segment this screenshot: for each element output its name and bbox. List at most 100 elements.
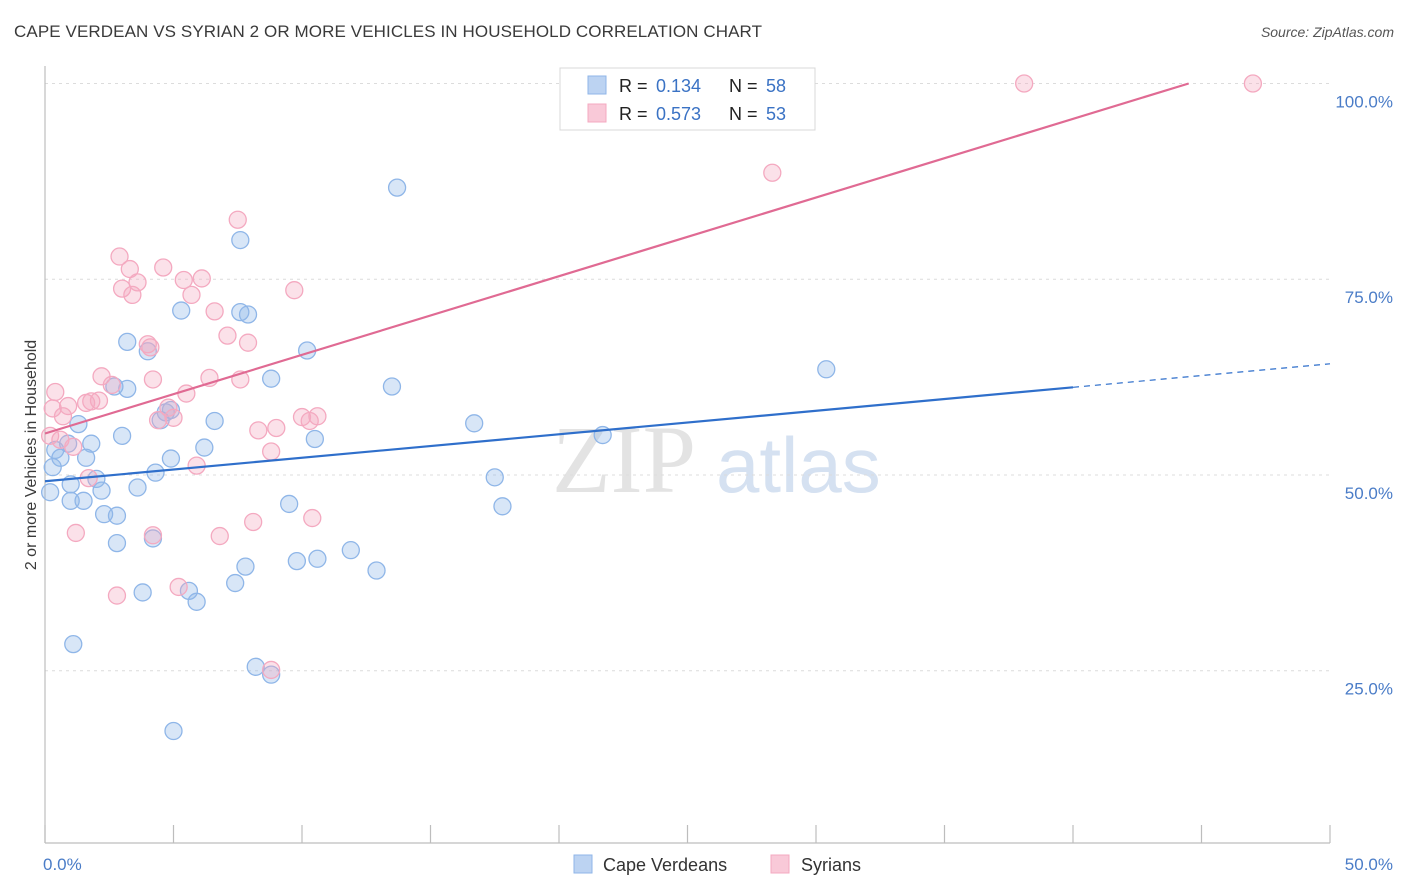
cape-verdean-point bbox=[279, 494, 299, 514]
legend-swatch-pink bbox=[587, 103, 607, 123]
chart-title: CAPE VERDEAN VS SYRIAN 2 OR MORE VEHICLE… bbox=[14, 22, 763, 41]
series-swatch-cape-verdeans bbox=[573, 854, 593, 874]
syrian-point bbox=[58, 396, 78, 416]
cape-verdean-point bbox=[195, 438, 214, 457]
series-label-syrians: Syrians bbox=[801, 855, 861, 875]
x-tick-max: 50.0% bbox=[1345, 855, 1393, 874]
cape-verdean-point bbox=[382, 377, 402, 396]
y-tick-label: 100.0% bbox=[1335, 92, 1393, 111]
syrian-point bbox=[143, 526, 163, 545]
cape-verdean-point bbox=[172, 301, 191, 320]
syrian-trendline bbox=[44, 82, 1189, 435]
y-tick-label: 25.0% bbox=[1345, 680, 1393, 699]
syrian-point bbox=[110, 247, 129, 266]
cape-verdean-point bbox=[118, 379, 137, 399]
legend-r-label-blue: R = bbox=[619, 76, 648, 96]
cape-verdean-point bbox=[40, 483, 60, 502]
cape-verdean-point bbox=[76, 448, 96, 467]
cape-verdean-point bbox=[187, 592, 206, 611]
cape-verdean-point bbox=[236, 557, 255, 576]
cape-verdean-point bbox=[308, 549, 327, 568]
series-label-cape-verdeans: Cape Verdeans bbox=[603, 855, 727, 875]
syrian-point bbox=[238, 333, 258, 352]
cape-verdean-point bbox=[367, 561, 386, 580]
syrian-point bbox=[210, 526, 229, 546]
cape-verdean-point bbox=[82, 434, 101, 453]
cape-verdean-point bbox=[287, 551, 307, 571]
cape-verdean-point bbox=[64, 634, 83, 654]
legend-r-label-pink: R = bbox=[619, 104, 648, 124]
syrian-point bbox=[262, 442, 281, 461]
syrians-points bbox=[40, 74, 1263, 680]
cape-verdean-point bbox=[262, 369, 281, 388]
cape-verdean-point bbox=[161, 449, 181, 468]
cape-verdean-point bbox=[238, 305, 258, 324]
syrian-point bbox=[82, 392, 101, 411]
cape-verdean-point bbox=[92, 481, 111, 500]
syrian-point bbox=[182, 285, 201, 305]
watermark-zip: ZIP bbox=[552, 406, 696, 513]
syrian-point bbox=[303, 508, 322, 528]
syrian-point bbox=[89, 391, 109, 410]
syrian-point bbox=[1015, 74, 1034, 93]
syrian-point bbox=[141, 338, 160, 357]
syrian-point bbox=[107, 586, 127, 605]
syrian-point bbox=[187, 456, 206, 475]
y-axis-label: 2 or more Vehicles in Household bbox=[23, 340, 40, 570]
cape-verdean-point bbox=[133, 583, 152, 602]
legend-swatch-blue bbox=[587, 75, 607, 95]
cape-verdean-point bbox=[43, 458, 62, 477]
cape-verdean-point bbox=[387, 178, 407, 197]
syrian-point bbox=[53, 407, 73, 426]
legend-n-value-pink: 53 bbox=[766, 104, 786, 124]
syrian-point bbox=[205, 302, 224, 321]
syrian-point bbox=[66, 523, 85, 543]
x-tick-min: 0.0% bbox=[43, 855, 82, 874]
syrian-point bbox=[154, 258, 173, 277]
cape-verdean-point bbox=[107, 533, 127, 553]
cape-verdean-trendline-extension bbox=[1072, 363, 1331, 388]
syrian-point bbox=[138, 335, 157, 354]
cape-verdean-point bbox=[87, 469, 106, 489]
cape-verdean-point bbox=[305, 429, 325, 449]
cape-verdean-point bbox=[817, 360, 836, 379]
source-label: Source: ZipAtlas.com bbox=[1260, 24, 1394, 40]
syrian-point bbox=[112, 279, 132, 298]
cape-verdean-point bbox=[231, 230, 250, 250]
cape-verdean-point bbox=[262, 665, 281, 684]
cape-verdean-point bbox=[61, 491, 80, 510]
correlation-legend: R = 0.134 N = 58 R = 0.573 N = 53 bbox=[559, 67, 816, 131]
syrian-point bbox=[267, 418, 286, 438]
syrian-point bbox=[128, 273, 147, 292]
legend-n-label-blue: N = bbox=[729, 76, 758, 96]
syrian-point bbox=[64, 437, 83, 456]
syrian-point bbox=[102, 375, 121, 395]
syrian-point bbox=[143, 370, 163, 389]
syrian-point bbox=[218, 326, 237, 345]
cape-verdean-point bbox=[226, 573, 245, 593]
cape-verdean-point bbox=[164, 721, 183, 741]
cape-verdean-point bbox=[51, 448, 70, 467]
syrian-point bbox=[174, 270, 193, 290]
cape-verdean-point bbox=[246, 657, 265, 676]
cape-verdean-point bbox=[485, 468, 504, 487]
cape-verdean-point bbox=[74, 491, 93, 510]
syrian-point bbox=[46, 382, 65, 402]
legend-n-value-blue: 58 bbox=[766, 76, 786, 96]
axes: 25.0% 50.0% 75.0% 100.0% bbox=[44, 66, 1393, 844]
syrian-point bbox=[308, 407, 327, 426]
y-tick-label: 75.0% bbox=[1345, 288, 1393, 307]
cape-verdean-point bbox=[465, 414, 484, 433]
series-swatch-syrians bbox=[770, 854, 790, 874]
cape-verdean-trendline bbox=[44, 386, 1074, 483]
cape-verdean-point bbox=[112, 426, 132, 445]
syrian-point bbox=[228, 210, 247, 229]
legend-n-label-pink: N = bbox=[729, 104, 758, 124]
cape-verdean-point bbox=[118, 332, 137, 352]
syrian-point bbox=[244, 512, 263, 532]
series-legend: Cape Verdeans Syrians bbox=[573, 854, 861, 875]
syrian-point bbox=[164, 408, 183, 427]
syrian-point bbox=[262, 660, 281, 680]
syrian-point bbox=[249, 421, 268, 440]
